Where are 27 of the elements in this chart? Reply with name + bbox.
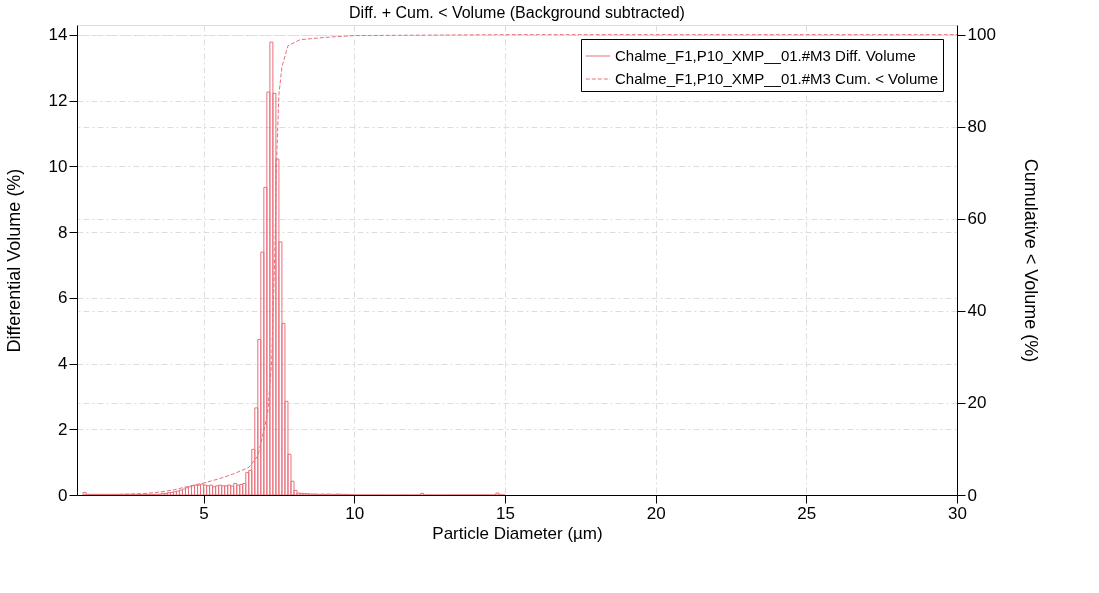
y-tick-label: 14 <box>48 25 68 45</box>
x-tick-label: 30 <box>948 503 967 523</box>
line-series <box>82 34 957 495</box>
y-tick-label: 12 <box>48 91 68 111</box>
y2-tick-label: 20 <box>967 393 987 413</box>
y-tick-label: 2 <box>58 419 68 439</box>
y2-tick-label: 80 <box>967 117 987 137</box>
x-tick-label: 25 <box>797 503 817 523</box>
x-axis-title: Particle Diameter (µm) <box>432 523 603 543</box>
y2-tick-label: 60 <box>967 209 987 229</box>
y-axis-title: Differential Volume (%) <box>3 168 24 353</box>
legend-label: Chalme_F1,P10_XMP__01.#M3 Diff. Volume <box>615 47 916 64</box>
y2-tick-label: 0 <box>967 485 977 505</box>
y2-axis-title: Cumulative < Volume (%) <box>1020 158 1041 363</box>
y2-tick-label: 40 <box>967 301 987 321</box>
y-tick-label: 8 <box>58 222 68 242</box>
y2-tick-label: 100 <box>967 25 996 45</box>
y-tick-label: 10 <box>48 156 68 176</box>
y-tick-label: 6 <box>58 288 68 308</box>
x-tick-label: 5 <box>199 503 209 523</box>
x-tick-label: 20 <box>646 503 666 523</box>
legend-label: Chalme_F1,P10_XMP__01.#M3 Cum. < Volume <box>615 70 939 87</box>
y-tick-label: 4 <box>58 354 68 374</box>
y-tick-label: 0 <box>58 485 68 505</box>
chart-title: Diff. + Cum. < Volume (Background subtracted) <box>349 4 685 21</box>
x-tick-label: 10 <box>345 503 365 523</box>
x-tick-label: 15 <box>495 503 515 523</box>
